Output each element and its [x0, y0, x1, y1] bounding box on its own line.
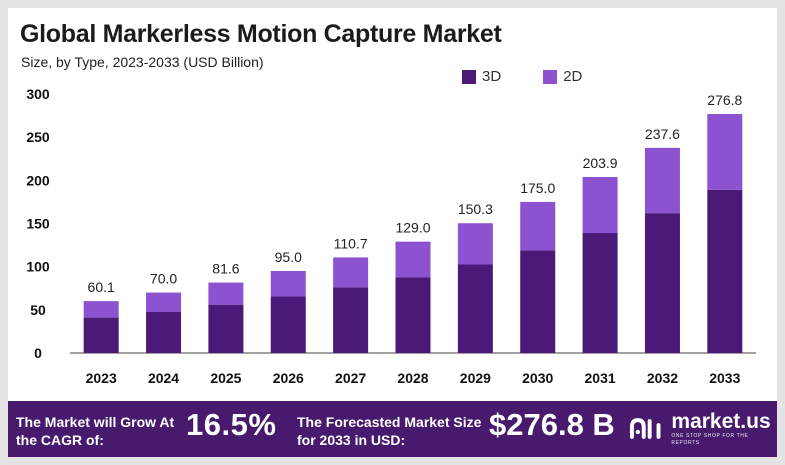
bar-3d-2024: [146, 311, 182, 353]
y-tick-label: 150: [26, 216, 50, 232]
logo-text: market.us ONE STOP SHOP FOR THE REPORTS: [671, 411, 777, 447]
data-label-2030: 175.0: [520, 180, 555, 196]
bar-2d-2031: [582, 176, 618, 233]
x-tick-label-2031: 2031: [585, 370, 616, 386]
bar-3d-2029: [457, 264, 493, 353]
y-tick-label: 0: [34, 345, 42, 361]
x-tick-label-2030: 2030: [522, 370, 553, 386]
legend-swatch-3d: [462, 69, 476, 84]
x-tick-label-2025: 2025: [210, 370, 241, 386]
bar-2d-2030: [520, 201, 556, 251]
bar-3d-2031: [582, 232, 618, 353]
bar-3d-2026: [270, 296, 306, 353]
data-label-2029: 150.3: [458, 201, 493, 217]
bar-3d-2027: [333, 287, 369, 353]
logo-name: market.us: [671, 410, 771, 433]
x-tick-label-2026: 2026: [273, 370, 304, 386]
bar-2d-2025: [208, 282, 244, 305]
x-tick-label-2027: 2027: [335, 370, 366, 386]
legend-item-3d: 3D: [462, 68, 501, 85]
bar-2d-2029: [457, 223, 493, 265]
data-label-2027: 110.7: [334, 235, 368, 251]
x-tick-label-2033: 2033: [709, 370, 740, 386]
y-tick-label: 100: [26, 259, 50, 275]
legend-label-2d: 2D: [563, 68, 583, 85]
forecast-value: $276.8 B: [489, 407, 615, 442]
bar-2d-2024: [146, 292, 182, 312]
y-tick-label: 50: [30, 302, 46, 318]
chart-subtitle: Size, by Type, 2023-2033 (USD Billion): [21, 54, 264, 70]
bar-3d-2032: [644, 213, 680, 353]
bar-2d-2027: [333, 257, 369, 288]
x-tick-label-2032: 2032: [647, 370, 678, 386]
market-us-logo: market.us ONE STOP SHOP FOR THE REPORTS: [628, 411, 777, 447]
market-us-logo-icon: [629, 418, 661, 439]
bar-3d-2028: [395, 277, 431, 353]
data-label-2023: 60.1: [88, 279, 115, 295]
data-label-2028: 129.0: [395, 220, 430, 236]
data-label-2031: 203.9: [583, 155, 618, 171]
data-label-2026: 95.0: [275, 249, 302, 265]
summary-banner: The Market will Grow At the CAGR of: 16.…: [8, 401, 777, 457]
cagr-value: 16.5%: [186, 407, 277, 442]
legend-item-2d: 2D: [543, 68, 582, 85]
cagr-caption: The Market will Grow At the CAGR of:: [16, 414, 175, 448]
bar-3d-2025: [208, 304, 244, 353]
x-tick-label-2024: 2024: [148, 370, 179, 386]
x-tick-label-2028: 2028: [397, 370, 428, 386]
data-label-2024: 70.0: [150, 271, 177, 287]
data-label-2032: 237.6: [645, 126, 680, 142]
bar-3d-2030: [520, 250, 556, 353]
legend: 3D 2D: [462, 68, 582, 85]
bar-2d-2023: [83, 301, 119, 318]
chart-title: Global Markerless Motion Capture Market: [20, 20, 502, 48]
bar-2d-2026: [270, 270, 306, 297]
y-tick-label: 300: [26, 86, 50, 102]
logo-tagline: ONE STOP SHOP FOR THE REPORTS: [671, 433, 749, 446]
bar-3d-2023: [83, 317, 119, 353]
forecast-caption: The Forecasted Market Size for 2033 in U…: [297, 414, 482, 448]
bar-2d-2032: [644, 147, 680, 214]
y-tick-label: 200: [26, 172, 50, 188]
bar-chart: 0 50 100 150 200 250 300 60.1 2023 70.0 2024 81.6 20…: [26, 86, 756, 386]
legend-swatch-2d: [543, 69, 558, 84]
x-tick-label-2023: 2023: [86, 370, 117, 386]
y-tick-label: 250: [26, 129, 50, 145]
bar-2d-2033: [707, 114, 743, 190]
legend-label-3d: 3D: [482, 68, 502, 85]
bar-3d-2033: [707, 189, 743, 353]
data-label-2033: 276.8: [707, 92, 742, 108]
bar-2d-2028: [395, 241, 431, 278]
chart-card: Global Markerless Motion Capture Market …: [8, 8, 777, 457]
data-label-2025: 81.6: [212, 261, 239, 277]
x-tick-label-2029: 2029: [460, 370, 491, 386]
